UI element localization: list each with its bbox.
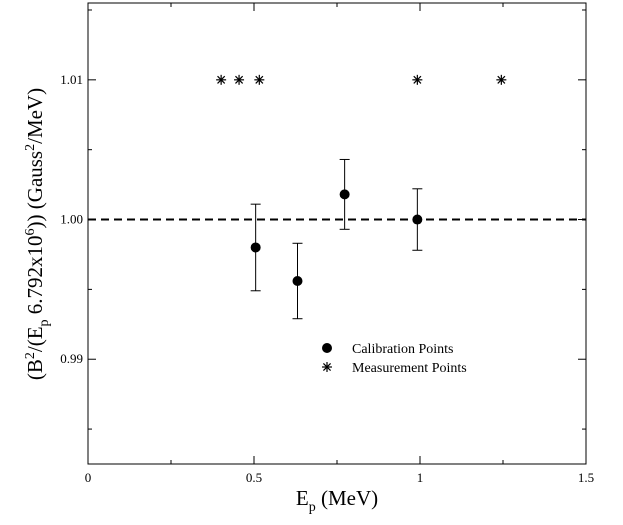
measurement-marker (496, 74, 507, 85)
y-tick-label: 0.99 (60, 351, 83, 366)
calibration-marker (339, 189, 350, 200)
series-layer (216, 74, 507, 320)
calibration-marker (412, 214, 423, 225)
legend-calibration-marker (322, 343, 332, 353)
asterisk-stroke (235, 75, 244, 84)
measurement-marker (216, 74, 227, 85)
calibration-point (292, 242, 303, 320)
x-tick-label: 0 (85, 470, 92, 485)
legend: Calibration Points Measurement Points (322, 342, 467, 376)
x-axis-ticks: 0 0.5 1 1.5 (85, 3, 594, 485)
y-tick-label: 1.00 (60, 212, 83, 227)
asterisk-stroke (497, 75, 506, 84)
x-tick-label: 1.5 (578, 470, 594, 485)
calibration-point (250, 203, 261, 292)
asterisk-stroke (413, 75, 422, 84)
y-axis-ticks: 0.99 1.00 1.01 (60, 9, 586, 430)
calibration-point (412, 188, 423, 251)
y-axis-title: (B2/(Ep 6.792x106)) (Gauss2/MeV) (23, 88, 52, 380)
legend-measurement-marker (322, 362, 332, 372)
calibration-marker (292, 275, 303, 286)
plot-frame (87, 2, 587, 465)
asterisk-stroke (255, 75, 264, 84)
asterisk-stroke (217, 75, 226, 84)
measurement-marker (234, 74, 245, 85)
x-axis-title: Ep (MeV) (296, 486, 378, 515)
x-tick-label: 0.5 (246, 470, 262, 485)
calibration-point (339, 158, 350, 230)
y-tick-label: 1.01 (60, 72, 83, 87)
x-tick-label: 1 (417, 470, 424, 485)
measurement-marker (412, 74, 423, 85)
measurement-marker (254, 74, 265, 85)
legend-calibration-label: Calibration Points (352, 342, 454, 357)
legend-measurement-label: Measurement Points (352, 361, 467, 376)
calibration-marker (250, 242, 261, 253)
